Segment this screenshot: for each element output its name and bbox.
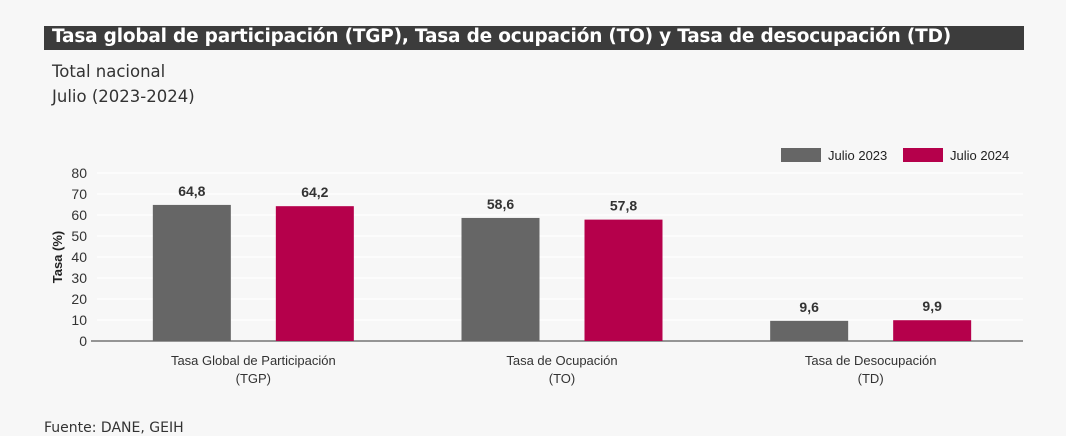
- y-tick-label: 0: [79, 333, 87, 349]
- bar-julio-2023: [770, 320, 849, 341]
- x-category-label: (TD): [858, 371, 884, 386]
- legend-swatch: [781, 148, 821, 162]
- chart-title-bar: Tasa global de participación (TGP), Tasa…: [44, 26, 1024, 50]
- legend-label: Julio 2023: [828, 148, 887, 163]
- y-tick-label: 70: [71, 186, 87, 202]
- x-category-label: Tasa de Ocupación: [506, 353, 617, 368]
- data-label: 58,6: [487, 196, 514, 212]
- chart-subtitle-region: Total nacional: [52, 62, 166, 81]
- bar-julio-2023: [461, 217, 540, 341]
- x-category-label: (TO): [549, 371, 575, 386]
- y-tick-label: 20: [71, 291, 87, 307]
- data-label: 57,8: [610, 198, 637, 214]
- bar-julio-2024: [893, 320, 972, 341]
- data-label: 9,6: [799, 299, 819, 315]
- chart-title: Tasa global de participación (TGP), Tasa…: [52, 26, 951, 47]
- y-tick-label: 50: [71, 228, 87, 244]
- y-tick-label: 80: [71, 165, 87, 181]
- chart-subtitle-period: Julio (2023-2024): [52, 87, 195, 106]
- x-category-label: Tasa Global de Participación: [171, 353, 336, 368]
- y-tick-label: 10: [71, 312, 87, 328]
- x-category-label: Tasa de Desocupación: [805, 353, 937, 368]
- y-tick-label: 40: [71, 249, 87, 265]
- legend-swatch: [903, 148, 943, 162]
- y-axis-title: Tasa (%): [50, 231, 65, 284]
- source-note: Fuente: DANE, GEIH: [44, 420, 184, 436]
- data-label: 64,2: [301, 184, 328, 200]
- bar-julio-2024: [275, 206, 354, 341]
- x-category-label: (TGP): [236, 371, 271, 386]
- bar-julio-2023: [152, 204, 231, 341]
- legend-label: Julio 2024: [950, 148, 1009, 163]
- y-tick-label: 60: [71, 207, 87, 223]
- y-tick-label: 30: [71, 270, 87, 286]
- data-label: 9,9: [922, 298, 942, 314]
- bar-julio-2024: [584, 219, 663, 341]
- data-label: 64,8: [178, 183, 205, 199]
